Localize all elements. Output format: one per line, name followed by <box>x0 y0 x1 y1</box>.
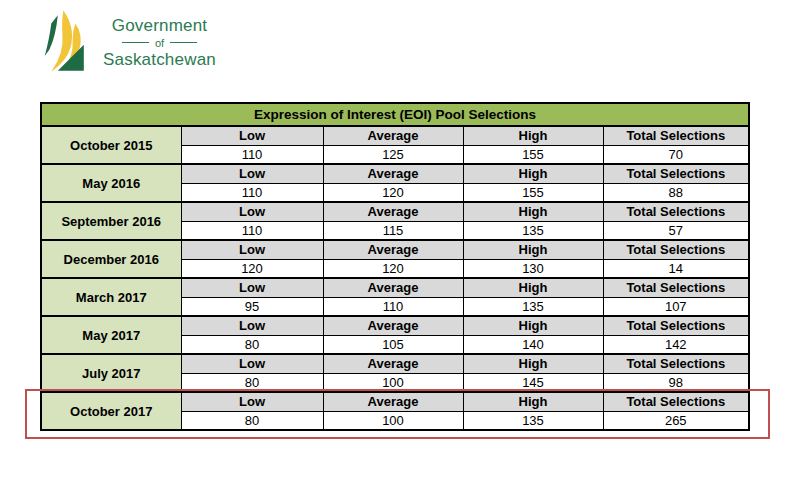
total-value-cell: 142 <box>603 335 749 354</box>
column-header-total-selections: Total Selections <box>603 164 749 183</box>
column-header-average: Average <box>323 354 463 373</box>
average-value-cell: 105 <box>323 335 463 354</box>
column-header-total-selections: Total Selections <box>603 126 749 145</box>
group-header-row: December 2016LowAverageHighTotal Selecti… <box>41 240 749 259</box>
group-header-row: May 2016LowAverageHighTotal Selections <box>41 164 749 183</box>
average-value-cell: 100 <box>323 411 463 430</box>
wheat-sheaf-icon <box>42 10 94 76</box>
low-value-cell: 120 <box>181 259 323 278</box>
low-value-cell: 95 <box>181 297 323 316</box>
group-header-row: October 2017LowAverageHighTotal Selectio… <box>41 392 749 411</box>
column-header-high: High <box>463 126 603 145</box>
logo-right-rule <box>170 42 197 43</box>
period-cell: July 2017 <box>41 354 181 392</box>
period-cell: March 2017 <box>41 278 181 316</box>
total-value-cell: 98 <box>603 373 749 392</box>
eoi-table-body: October 2015LowAverageHighTotal Selectio… <box>41 126 749 430</box>
high-value-cell: 130 <box>463 259 603 278</box>
column-header-average: Average <box>323 278 463 297</box>
low-value-cell: 80 <box>181 373 323 392</box>
column-header-average: Average <box>323 316 463 335</box>
period-cell: October 2015 <box>41 126 181 164</box>
low-value-cell: 80 <box>181 335 323 354</box>
period-cell: May 2017 <box>41 316 181 354</box>
logo-left-rule <box>122 42 149 43</box>
column-header-total-selections: Total Selections <box>603 278 749 297</box>
column-header-low: Low <box>181 126 323 145</box>
column-header-high: High <box>463 202 603 221</box>
column-header-low: Low <box>181 240 323 259</box>
group-header-row: September 2016LowAverageHighTotal Select… <box>41 202 749 221</box>
average-value-cell: 125 <box>323 145 463 164</box>
average-value-cell: 110 <box>323 297 463 316</box>
column-header-low: Low <box>181 316 323 335</box>
average-value-cell: 120 <box>323 183 463 202</box>
low-value-cell: 110 <box>181 183 323 202</box>
high-value-cell: 135 <box>463 297 603 316</box>
column-header-high: High <box>463 316 603 335</box>
total-value-cell: 107 <box>603 297 749 316</box>
column-header-total-selections: Total Selections <box>603 240 749 259</box>
column-header-low: Low <box>181 164 323 183</box>
column-header-average: Average <box>323 392 463 411</box>
logo-saskatchewan-text: Saskatchewan <box>103 50 216 70</box>
logo-of-text: of <box>103 37 216 50</box>
high-value-cell: 155 <box>463 145 603 164</box>
period-cell: December 2016 <box>41 240 181 278</box>
column-header-high: High <box>463 354 603 373</box>
column-header-low: Low <box>181 392 323 411</box>
total-value-cell: 57 <box>603 221 749 240</box>
column-header-low: Low <box>181 202 323 221</box>
column-header-total-selections: Total Selections <box>603 316 749 335</box>
low-value-cell: 110 <box>181 145 323 164</box>
column-header-high: High <box>463 164 603 183</box>
period-cell: October 2017 <box>41 392 181 430</box>
column-header-total-selections: Total Selections <box>603 354 749 373</box>
high-value-cell: 135 <box>463 221 603 240</box>
group-header-row: July 2017LowAverageHighTotal Selections <box>41 354 749 373</box>
column-header-total-selections: Total Selections <box>603 392 749 411</box>
logo-of-word: of <box>155 37 164 50</box>
government-of-saskatchewan-logo: Government of Saskatchewan <box>42 10 216 76</box>
column-header-average: Average <box>323 202 463 221</box>
total-value-cell: 14 <box>603 259 749 278</box>
column-header-average: Average <box>323 240 463 259</box>
column-header-average: Average <box>323 164 463 183</box>
group-header-row: March 2017LowAverageHighTotal Selections <box>41 278 749 297</box>
column-header-average: Average <box>323 126 463 145</box>
table-title: Expression of Interest (EOI) Pool Select… <box>41 103 749 126</box>
total-value-cell: 265 <box>603 411 749 430</box>
high-value-cell: 135 <box>463 411 603 430</box>
logo-government-text: Government <box>112 16 208 36</box>
column-header-low: Low <box>181 278 323 297</box>
logo-text: Government of Saskatchewan <box>103 16 216 70</box>
column-header-high: High <box>463 278 603 297</box>
high-value-cell: 145 <box>463 373 603 392</box>
period-cell: May 2016 <box>41 164 181 202</box>
group-header-row: October 2015LowAverageHighTotal Selectio… <box>41 126 749 145</box>
average-value-cell: 120 <box>323 259 463 278</box>
low-value-cell: 80 <box>181 411 323 430</box>
eoi-pool-selections-table: Expression of Interest (EOI) Pool Select… <box>40 102 750 431</box>
column-header-high: High <box>463 392 603 411</box>
total-value-cell: 88 <box>603 183 749 202</box>
group-header-row: May 2017LowAverageHighTotal Selections <box>41 316 749 335</box>
high-value-cell: 140 <box>463 335 603 354</box>
column-header-total-selections: Total Selections <box>603 202 749 221</box>
average-value-cell: 115 <box>323 221 463 240</box>
total-value-cell: 70 <box>603 145 749 164</box>
column-header-high: High <box>463 240 603 259</box>
period-cell: September 2016 <box>41 202 181 240</box>
high-value-cell: 155 <box>463 183 603 202</box>
low-value-cell: 110 <box>181 221 323 240</box>
average-value-cell: 100 <box>323 373 463 392</box>
column-header-low: Low <box>181 354 323 373</box>
